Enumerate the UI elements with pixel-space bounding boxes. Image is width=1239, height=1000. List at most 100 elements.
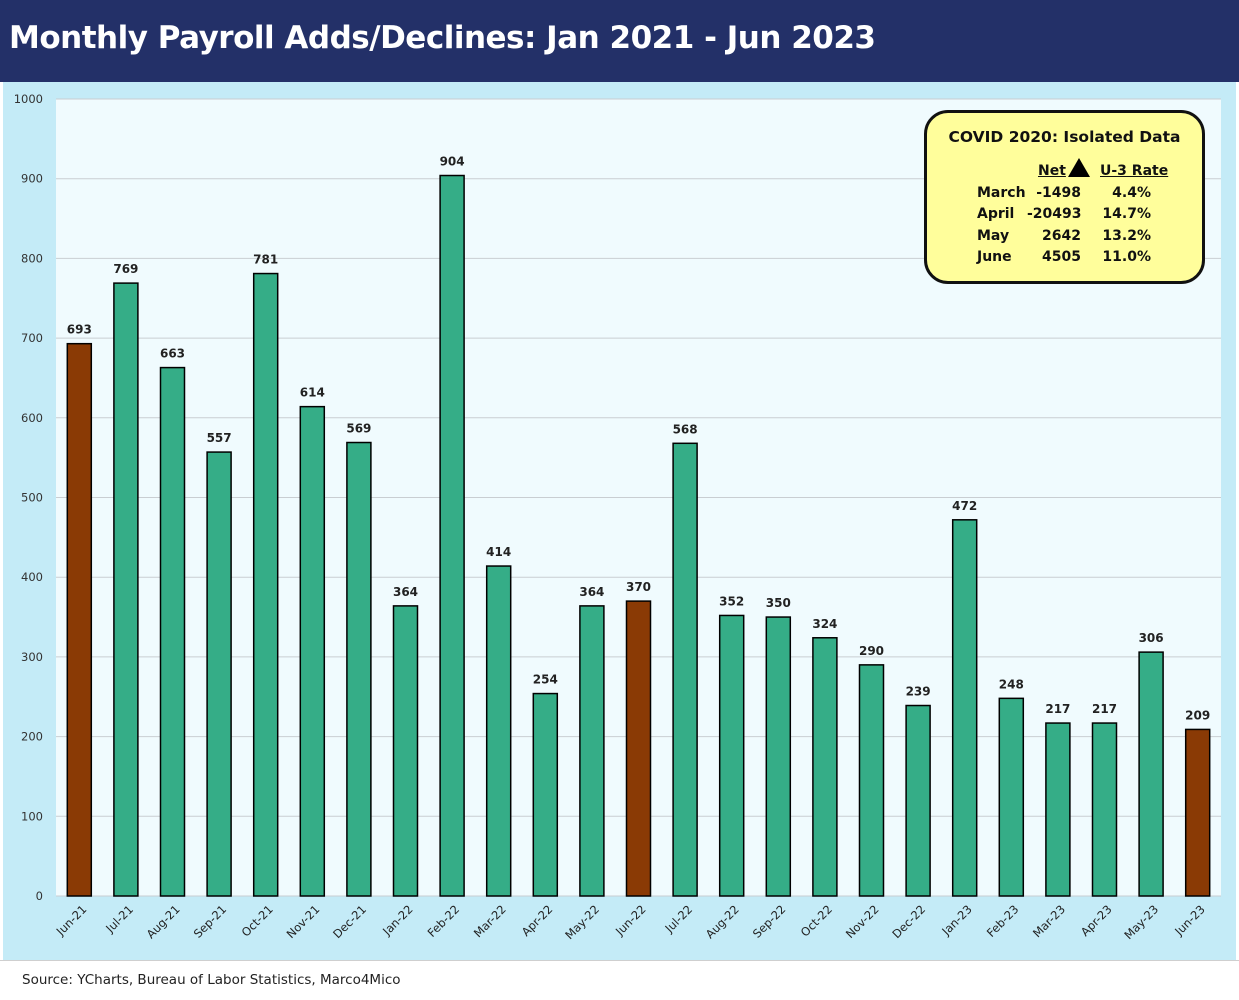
data-label: 614 [300,386,325,400]
data-label: 472 [952,499,977,513]
x-tick-label: Aug-21 [144,902,183,941]
x-tick-label: Jun-21 [53,902,90,939]
covid-row-month: May [977,228,1010,244]
bar [206,451,232,897]
data-label: 568 [673,422,698,436]
data-label: 352 [719,594,744,608]
data-label: 364 [579,585,604,599]
x-tick-label: Dec-21 [330,902,369,941]
bar [1184,728,1211,897]
data-label: 254 [533,673,558,687]
bar [252,272,279,897]
bar [1045,722,1071,897]
bar [951,519,978,897]
x-tick-label: Apr-22 [519,902,556,939]
x-tick-label: Feb-23 [984,902,1022,940]
bar [485,565,512,897]
data-label: 217 [1092,702,1117,716]
x-tick-label: Mar-23 [1030,902,1068,940]
bar [765,616,792,897]
covid-row-rate: 4.4% [1112,185,1151,201]
bar [113,282,139,897]
bar [439,174,465,897]
delta-triangle-icon [1068,158,1090,177]
x-tick-label: Nov-22 [843,902,882,941]
data-label: 663 [160,347,185,361]
bar [672,442,698,897]
bar [392,605,419,897]
x-tick-label: Jun-22 [612,902,649,939]
bar [718,614,745,897]
bar [1091,722,1118,897]
x-tick-label: Jul-22 [662,902,696,936]
y-tick-label: 300 [21,650,43,664]
bar [532,692,559,897]
y-tick-label: 700 [21,331,43,345]
bar [66,342,93,897]
covid-row-month: June [977,249,1012,265]
covid-col-rate: U-3 Rate [1100,163,1169,179]
x-tick-label: Sep-22 [750,902,789,941]
x-tick-label: Jan-23 [938,902,974,938]
x-tick-label: Oct-22 [798,902,835,939]
bar [812,637,838,897]
covid-row-month: April [977,206,1015,222]
x-tick-label: Oct-21 [239,902,276,939]
data-label: 769 [113,262,138,276]
x-tick-label: Jan-22 [379,902,415,938]
x-tick-label: Dec-22 [889,902,928,941]
data-label: 370 [626,580,651,594]
bar [905,704,931,897]
source-note: Source: YCharts, Bureau of Labor Statist… [22,972,401,988]
x-tick-label: Apr-23 [1078,902,1115,939]
y-tick-label: 900 [21,172,43,186]
y-tick-label: 500 [21,491,43,505]
data-label: 904 [440,155,465,169]
data-label: 364 [393,585,418,599]
footer-divider [0,960,1239,961]
covid-row-rate: 13.2% [1102,228,1151,244]
y-tick-label: 400 [21,570,43,584]
x-tick-label: Nov-21 [284,902,323,941]
y-tick-label: 1000 [14,92,43,106]
y-tick-label: 0 [36,889,43,903]
covid-callout-box: COVID 2020: Isolated Data Net U-3 Rate M… [924,110,1205,284]
x-tick-label: Sep-21 [191,902,230,941]
data-label: 569 [346,422,371,436]
x-tick-label: Mar-22 [471,902,509,940]
y-tick-label: 100 [21,809,43,823]
data-label: 306 [1139,631,1164,645]
x-tick-label: Aug-22 [703,902,742,941]
bar [998,697,1025,897]
bar [625,600,652,897]
data-label: 350 [766,596,791,610]
covid-row-rate: 14.7% [1102,206,1151,222]
bar [579,605,605,897]
y-tick-label: 800 [21,251,43,265]
page-title: Monthly Payroll Adds/Declines: Jan 2021 … [9,20,876,56]
x-tick-label: Jul-21 [102,902,136,936]
data-label: 781 [253,253,278,267]
data-label: 290 [859,644,884,658]
covid-row-net: -20493 [1027,206,1082,222]
data-label: 693 [67,323,92,337]
y-tick-label: 600 [21,411,43,425]
header-bar: Monthly Payroll Adds/Declines: Jan 2021 … [0,0,1239,82]
covid-row-month: March [977,185,1026,201]
x-tick-label: Feb-22 [425,902,463,940]
bar [159,366,186,897]
data-label: 209 [1185,708,1210,722]
covid-row-rate: 11.0% [1102,249,1151,265]
bar [346,441,372,897]
bar [858,664,885,897]
data-label: 217 [1045,702,1070,716]
x-tick-label: Jun-23 [1171,902,1208,939]
data-label: 557 [207,431,232,445]
covid-col-net: Net [1038,163,1066,179]
covid-row-net: -1498 [1036,185,1081,201]
covid-row-net: 2642 [1042,228,1081,244]
data-label: 248 [999,677,1024,691]
x-tick-label: May-23 [1121,902,1161,942]
data-label: 324 [812,617,837,631]
y-tick-label: 200 [21,730,43,744]
